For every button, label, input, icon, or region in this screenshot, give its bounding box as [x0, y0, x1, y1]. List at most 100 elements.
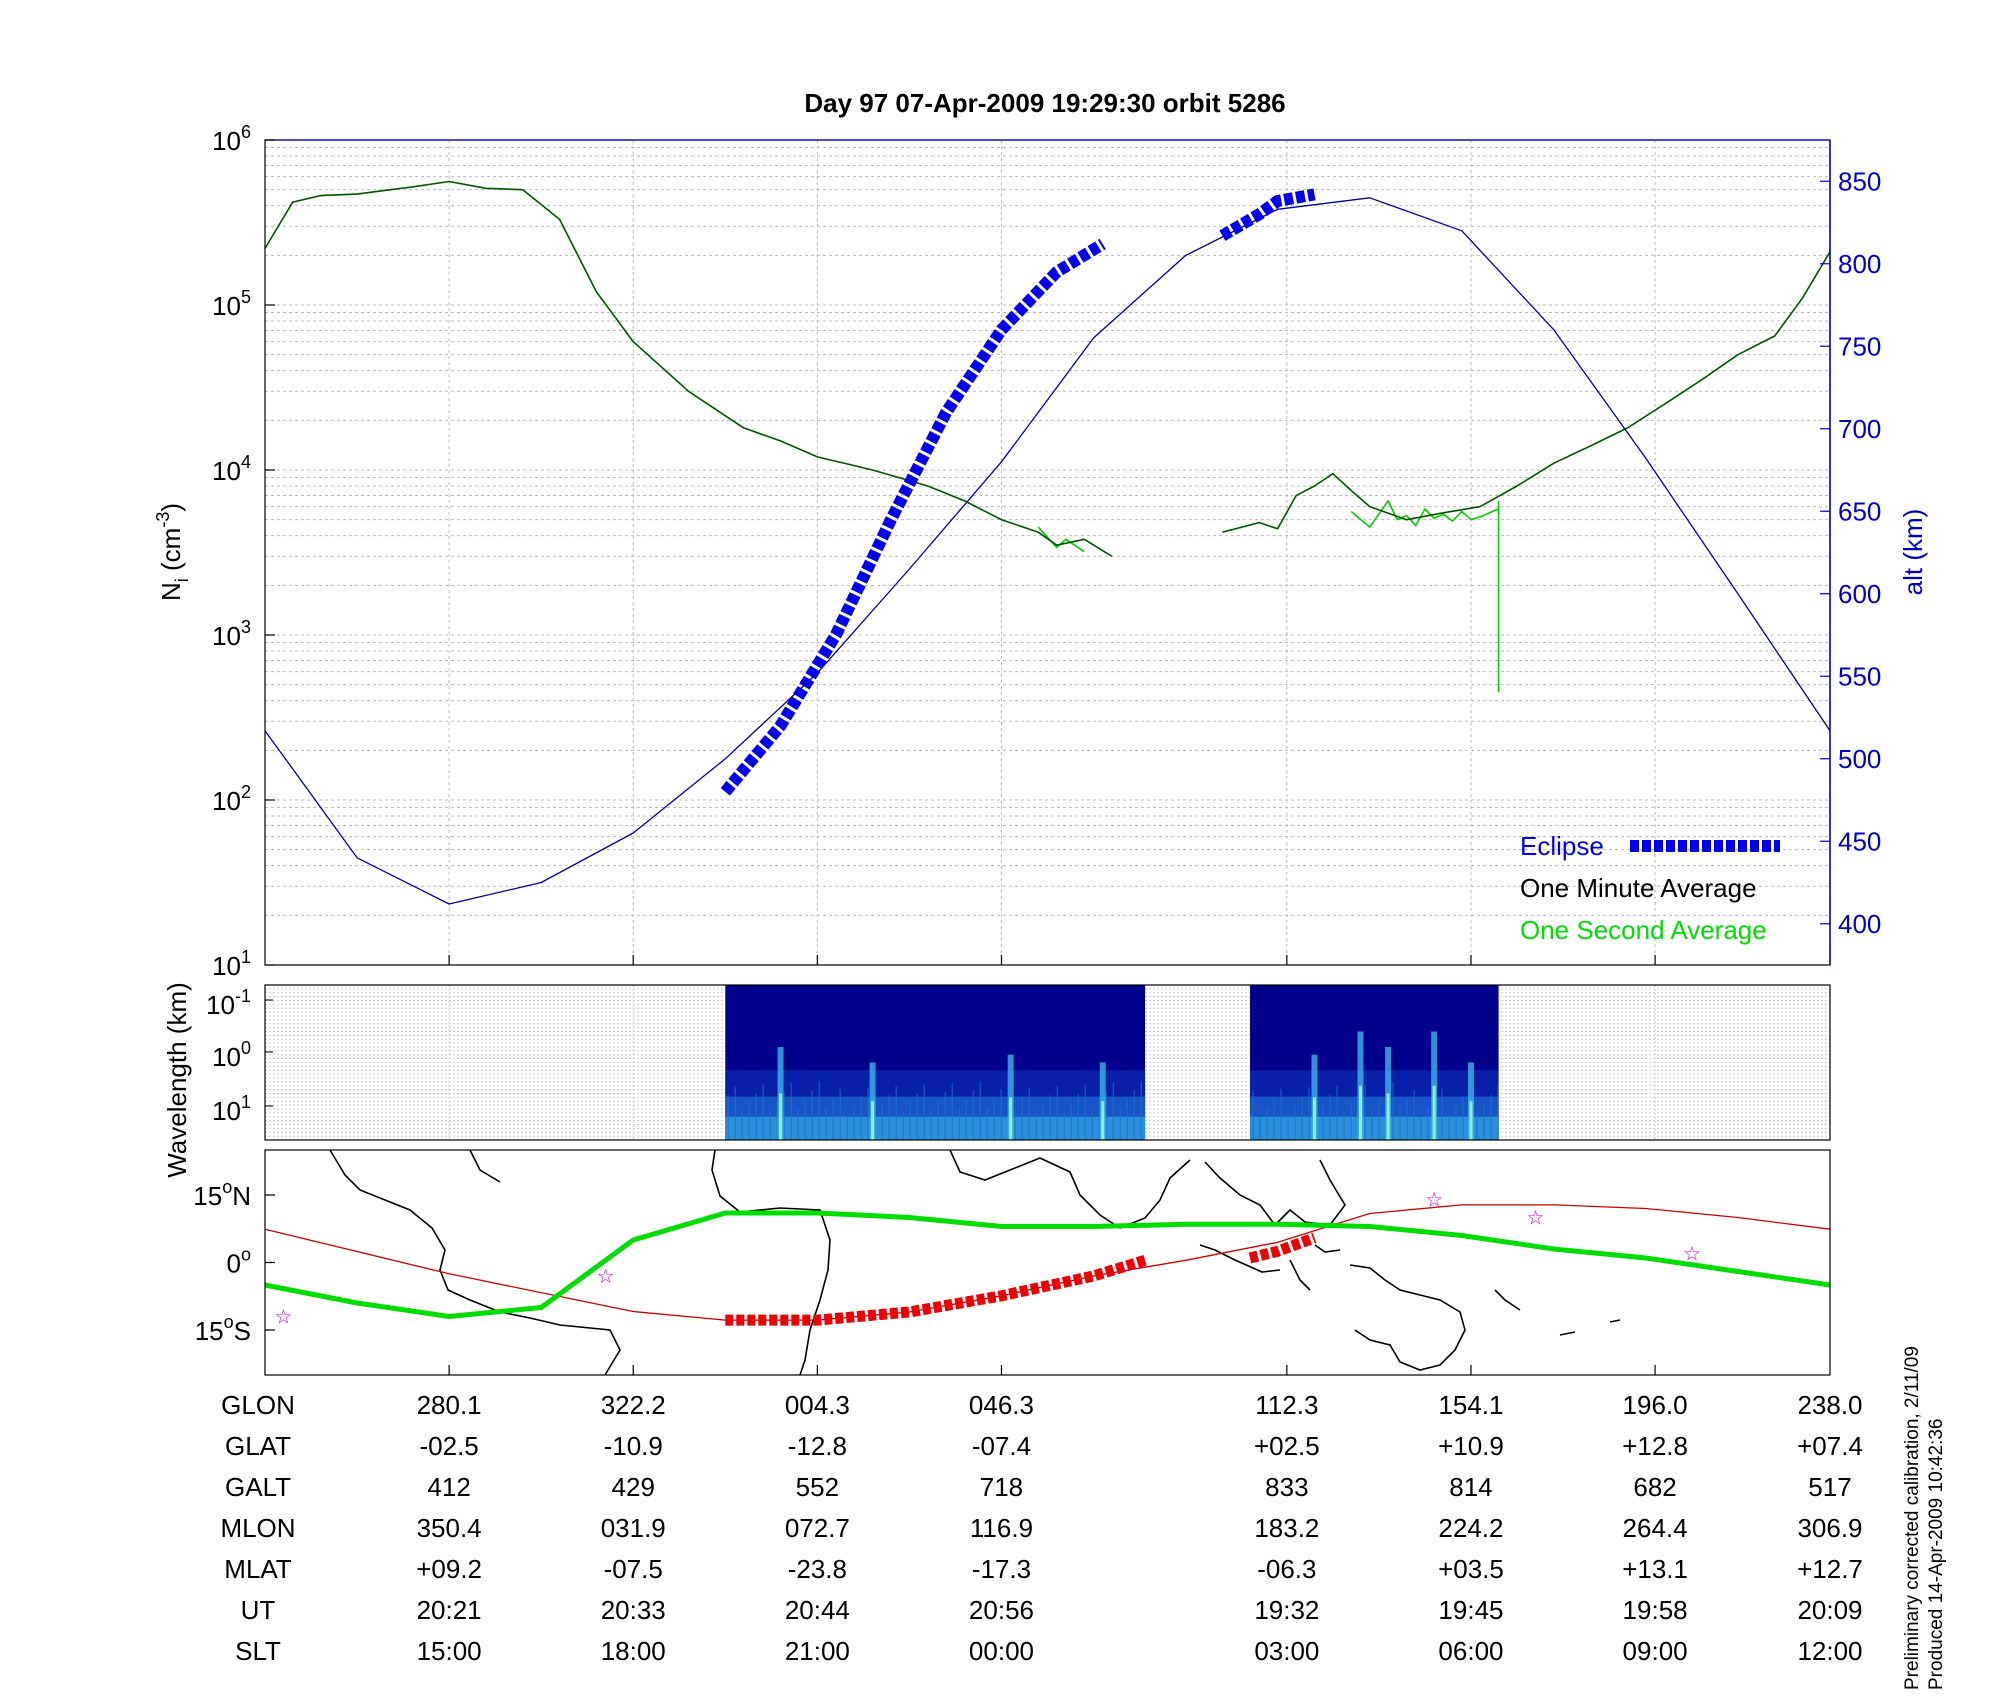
- table-cell: 116.9: [970, 1513, 1033, 1543]
- produced-note: Produced 14-Apr-2009 10:42:36: [1926, 1419, 1947, 1690]
- tick-label-exponent: 1: [241, 947, 251, 967]
- table-cell: 15:00: [417, 1636, 482, 1666]
- table-cell: 19:32: [1254, 1595, 1319, 1625]
- table-cell: 322.2: [601, 1390, 666, 1420]
- table-row-label: MLON: [220, 1513, 295, 1543]
- right-tick-label: 650: [1838, 496, 1881, 526]
- spectrogram-image: [725, 985, 1499, 1140]
- calibration-note: Preliminary corrected calibration, 2/11/…: [1902, 1346, 1923, 1690]
- table-cell: 12:00: [1797, 1636, 1862, 1666]
- tick-label-base: 10: [212, 786, 241, 816]
- tick-label-exponent: -1: [235, 986, 251, 1006]
- map-y-tick-label: 0o: [227, 1245, 251, 1279]
- eclipse-markers: [720, 188, 1316, 796]
- table-cell: +09.2: [416, 1554, 482, 1584]
- right-tick-label: 750: [1838, 331, 1881, 361]
- table-cell: 19:45: [1438, 1595, 1503, 1625]
- spectrogram-peak: [1359, 1085, 1362, 1140]
- map-y-tick-label: 15oS: [195, 1312, 251, 1346]
- table-cell: 183.2: [1254, 1513, 1319, 1543]
- table-cell: 682: [1633, 1472, 1676, 1502]
- table-row-label: MLAT: [224, 1554, 292, 1584]
- table-cell: -17.3: [972, 1554, 1031, 1584]
- right-tick-label: 700: [1838, 414, 1881, 444]
- table-cell: 264.4: [1623, 1513, 1688, 1543]
- table-row-label: GALT: [225, 1472, 291, 1502]
- eclipse-ground-track: [1248, 1232, 1317, 1264]
- latitude-value: 15: [195, 1316, 224, 1346]
- table-cell: 072.7: [785, 1513, 850, 1543]
- right-tick-label: 850: [1838, 166, 1881, 196]
- table-cell: 06:00: [1438, 1636, 1503, 1666]
- tick-label-base: 10: [212, 951, 241, 981]
- latitude-value: 15: [193, 1181, 222, 1211]
- y-axis-label-right: alt (km): [1898, 509, 1928, 596]
- altitude-line: [264, 197, 1831, 905]
- spectrogram-tick-label: 10-1: [206, 986, 251, 1020]
- hemisphere-letter: S: [234, 1316, 251, 1346]
- coastline: [329, 1149, 621, 1376]
- table-row-label: SLT: [235, 1636, 281, 1666]
- table-cell: 03:00: [1254, 1636, 1319, 1666]
- ground-track-lines: ☆ ☆ ☆ ☆ ☆: [264, 1188, 1831, 1329]
- legend-one-minute-label: One Minute Average: [1520, 873, 1757, 903]
- spectrogram-peak: [779, 1093, 783, 1140]
- table-cell: -07.4: [972, 1431, 1031, 1461]
- right-tick-label: 500: [1838, 744, 1881, 774]
- table-cell: 718: [980, 1472, 1023, 1502]
- coastline: [1204, 1159, 1346, 1227]
- left-tick-label: 105: [212, 287, 251, 321]
- one-second-density-line: [1037, 526, 1085, 553]
- table-cell: 306.9: [1797, 1513, 1862, 1543]
- table-cell: 154.1: [1438, 1390, 1503, 1420]
- left-tick-label: 106: [212, 122, 251, 156]
- table-row-label: UT: [241, 1595, 276, 1625]
- right-tick-label: 550: [1838, 661, 1881, 691]
- table-cell: 350.4: [417, 1513, 482, 1543]
- table-cell: -02.5: [419, 1431, 478, 1461]
- table-cell: 517: [1808, 1472, 1851, 1502]
- tick-label-base: 10: [212, 621, 241, 651]
- spectrogram-tick-label: 101: [212, 1092, 251, 1126]
- star-marker-icon: ☆: [1683, 1242, 1701, 1266]
- coastline: [711, 1149, 831, 1376]
- one-minute-density-line: [264, 180, 1113, 557]
- table-row-label: GLON: [221, 1390, 295, 1420]
- coastline: [1349, 1264, 1466, 1371]
- tick-label-base: 10: [212, 1096, 241, 1126]
- spectrogram-peak: [1101, 1101, 1105, 1140]
- right-tick-label: 800: [1838, 249, 1881, 279]
- coastline: [469, 1149, 501, 1183]
- right-tick-label: 450: [1838, 826, 1881, 856]
- coastline: [1199, 1244, 1281, 1273]
- tick-label-exponent: 1: [241, 1092, 251, 1112]
- table-cell: -06.3: [1257, 1554, 1316, 1584]
- y-axis-label-left: Ni (cm-3): [153, 503, 192, 601]
- spectrogram-peak: [1469, 1101, 1473, 1140]
- table-cell: -10.9: [604, 1431, 663, 1461]
- table-cell: 224.2: [1438, 1513, 1503, 1543]
- one-minute-density-line: [1222, 251, 1831, 533]
- tick-label-exponent: 0: [241, 1038, 251, 1058]
- table-cell: +13.1: [1622, 1554, 1688, 1584]
- table-cell: 552: [796, 1472, 839, 1502]
- eclipse-ground-track: [725, 1255, 1147, 1326]
- tick-label-exponent: 6: [241, 122, 251, 142]
- table-cell: 18:00: [601, 1636, 666, 1666]
- tick-label-base: 10: [212, 126, 241, 156]
- table-cell: 031.9: [601, 1513, 666, 1543]
- table-cell: 238.0: [1797, 1390, 1862, 1420]
- table-cell: 429: [612, 1472, 655, 1502]
- table-cell: 20:09: [1797, 1595, 1862, 1625]
- table-cell: 20:56: [969, 1595, 1034, 1625]
- tick-label-exponent: 4: [241, 452, 251, 472]
- map-y-tick-label: 15oN: [193, 1177, 251, 1211]
- eclipse-segment: [720, 238, 1106, 796]
- table-cell: -12.8: [788, 1431, 847, 1461]
- spectrogram-band: [725, 1116, 1146, 1140]
- right-tick-label: 400: [1838, 909, 1881, 939]
- tick-label-base: 10: [212, 456, 241, 486]
- legend-one-second-label: One Second Average: [1520, 915, 1767, 945]
